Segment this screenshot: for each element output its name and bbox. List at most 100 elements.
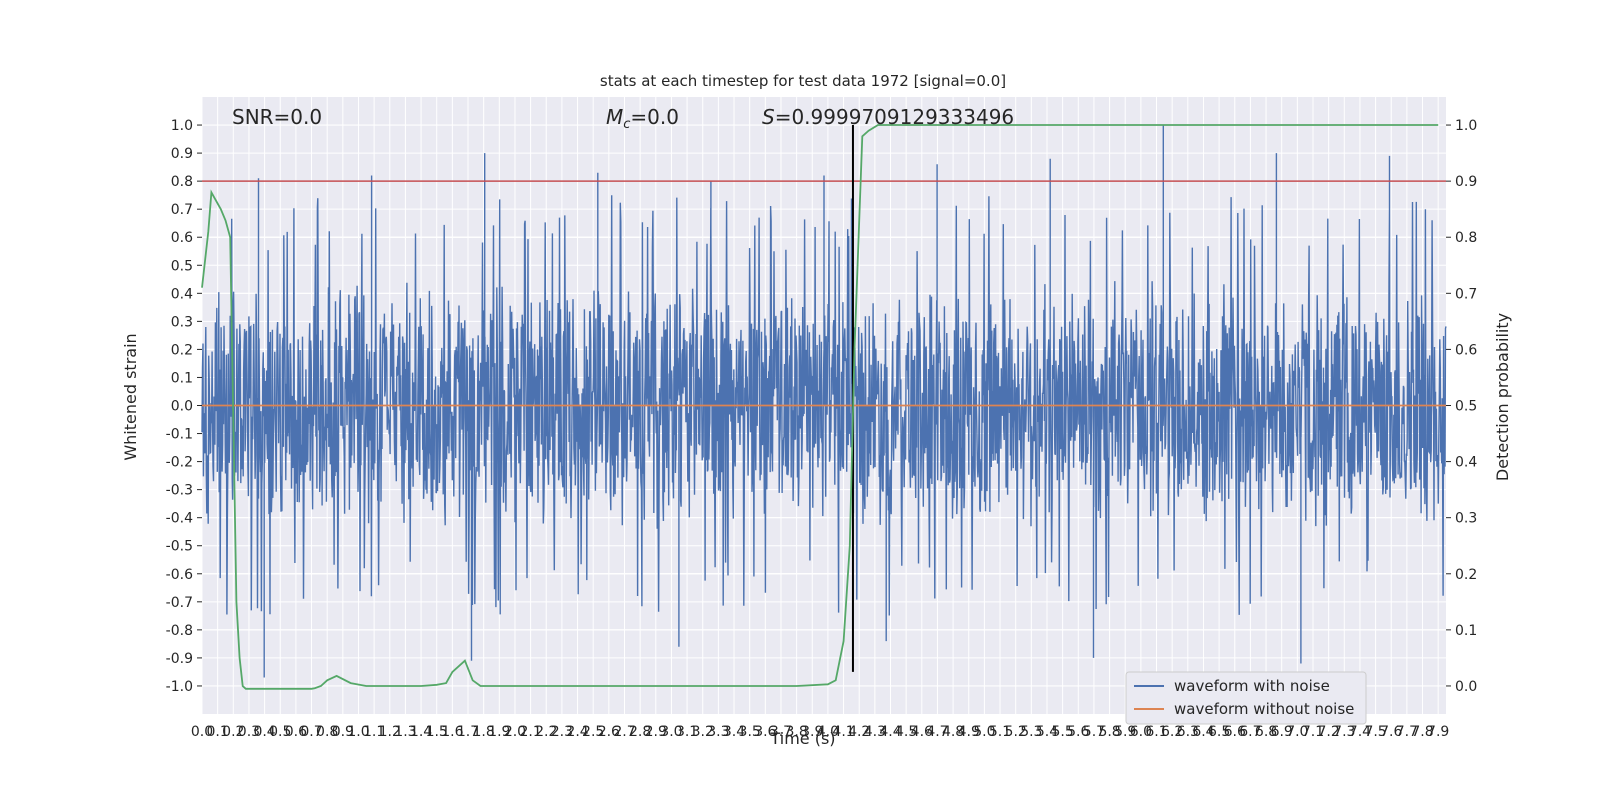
y2-tick-label: 0.3 (1455, 511, 1477, 527)
y2-tick-label: 0.1 (1455, 623, 1477, 639)
y2-tick-label: 0.0 (1455, 679, 1477, 695)
x-axis-ticks: 0.00.10.20.30.40.50.60.70.80.91.01.11.21… (191, 724, 1449, 740)
y-tick-label: 0.6 (171, 230, 193, 246)
x-tick-label: 7.7 (1396, 724, 1418, 740)
legend-label-noise: waveform with noise (1174, 677, 1330, 695)
x-tick-label: 5.6 (1067, 724, 1089, 740)
legend-label-clean: waveform without noise (1174, 700, 1354, 718)
y-tick-label: 0.0 (171, 399, 193, 415)
x-tick-label: 1.4 (410, 724, 432, 740)
y-tick-label: -0.5 (166, 539, 193, 555)
x-tick-label: 4.0 (817, 724, 839, 740)
x-tick-label: 7.2 (1318, 724, 1340, 740)
y-tick-label: 0.8 (171, 174, 193, 190)
y2-axis-ticks: 1.0 0.9 0.8 0.7 0.6 0.5 0.4 0.3 0.2 0.1 0.0 (1446, 118, 1477, 695)
y-axis-label: Whitened strain (121, 333, 140, 460)
y-tick-label: 1.0 (171, 118, 193, 134)
x-tick-label: 0.8 (316, 724, 338, 740)
x-tick-label: 3.8 (785, 724, 807, 740)
series-waveform-with-noise (201, 125, 1447, 678)
x-tick-label: 7.3 (1333, 724, 1355, 740)
x-tick-label: 6.2 (1161, 724, 1183, 740)
x-tick-label: 2.8 (629, 724, 651, 740)
x-tick-label: 6.3 (1177, 724, 1199, 740)
x-tick-label: 4.8 (942, 724, 964, 740)
x-tick-label: 6.4 (1192, 724, 1214, 740)
y2-tick-label: 0.4 (1455, 455, 1477, 471)
x-tick-label: 7.5 (1364, 724, 1386, 740)
x-tick-label: 1.3 (394, 724, 416, 740)
x-tick-label: 3.0 (660, 724, 682, 740)
y-tick-label: -0.6 (166, 567, 193, 583)
y2-tick-label: 0.2 (1455, 567, 1477, 583)
x-tick-label: 5.2 (1005, 724, 1027, 740)
x-tick-label: 5.7 (1083, 724, 1105, 740)
x-tick-label: 5.5 (1051, 724, 1073, 740)
x-tick-label: 2.4 (566, 724, 588, 740)
x-tick-label: 3.4 (723, 724, 745, 740)
y-tick-label: -0.7 (166, 595, 193, 611)
series-detection-probability (201, 124, 1439, 690)
x-tick-label: 6.5 (1208, 724, 1230, 740)
x-tick-label: 1.6 (441, 724, 463, 740)
x-tick-label: 0.4 (253, 724, 275, 740)
x-tick-label: 2.1 (519, 724, 541, 740)
y-tick-label: 0.2 (171, 342, 193, 358)
x-tick-label: 0.0 (191, 724, 213, 740)
y-tick-label: -0.8 (166, 623, 193, 639)
x-tick-label: 0.2 (222, 724, 244, 740)
x-tick-label: 6.1 (1145, 724, 1167, 740)
y2-tick-label: 0.9 (1455, 174, 1477, 190)
x-tick-label: 1.2 (379, 724, 401, 740)
annotation-s: S=0.9999709129333496 (762, 105, 1014, 129)
x-tick-label: 2.3 (551, 724, 573, 740)
y2-tick-label: 0.5 (1455, 399, 1477, 415)
annotation-mc-sub: c (623, 117, 630, 132)
x-tick-label: 5.8 (1098, 724, 1120, 740)
x-tick-label: 3.3 (707, 724, 729, 740)
x-tick-label: 5.0 (973, 724, 995, 740)
y-tick-label: 0.5 (171, 258, 193, 274)
noise-trace (201, 125, 1447, 678)
annotation-s-prefix: S (762, 105, 775, 129)
y2-axis-label: Detection probability (1493, 313, 1512, 481)
x-tick-label: 4.6 (911, 724, 933, 740)
x-tick-label: 7.4 (1349, 724, 1371, 740)
x-tick-label: 5.9 (1114, 724, 1136, 740)
y-tick-label: 0.1 (171, 370, 193, 386)
x-tick-label: 4.7 (926, 724, 948, 740)
y-tick-label: -0.4 (166, 511, 193, 527)
x-tick-label: 7.0 (1286, 724, 1308, 740)
y-tick-label: 0.4 (171, 286, 193, 302)
x-tick-label: 0.7 (300, 724, 322, 740)
x-tick-label: 3.2 (692, 724, 714, 740)
x-tick-label: 7.1 (1302, 724, 1324, 740)
x-tick-label: 0.6 (285, 724, 307, 740)
annotation-mc-value: =0.0 (630, 105, 679, 129)
x-tick-label: 6.6 (1224, 724, 1246, 740)
x-tick-label: 6.8 (1255, 724, 1277, 740)
x-tick-label: 2.6 (598, 724, 620, 740)
x-tick-label: 5.3 (1020, 724, 1042, 740)
x-tick-label: 1.9 (488, 724, 510, 740)
x-tick-label: 0.3 (238, 724, 260, 740)
x-tick-label: 6.7 (1239, 724, 1261, 740)
x-tick-label: 1.1 (363, 724, 385, 740)
chart-title: stats at each timestep for test data 197… (600, 72, 1006, 90)
x-tick-label: 7.8 (1411, 724, 1433, 740)
x-tick-label: 7.9 (1427, 724, 1449, 740)
x-tick-label: 0.9 (332, 724, 354, 740)
x-tick-label: 2.5 (582, 724, 604, 740)
x-tick-label: 3.7 (770, 724, 792, 740)
y2-tick-label: 0.7 (1455, 286, 1477, 302)
annotation-s-value: =0.9999709129333496 (775, 105, 1014, 129)
x-tick-label: 4.3 (864, 724, 886, 740)
annotation-mc: Mc=0.0 (606, 105, 679, 132)
x-tick-label: 4.1 (832, 724, 854, 740)
x-tick-label: 1.0 (347, 724, 369, 740)
x-tick-label: 3.5 (739, 724, 761, 740)
x-tick-label: 1.5 (426, 724, 448, 740)
x-tick-label: 2.9 (645, 724, 667, 740)
y-tick-label: -0.3 (166, 483, 193, 499)
y-tick-label: 0.7 (171, 202, 193, 218)
